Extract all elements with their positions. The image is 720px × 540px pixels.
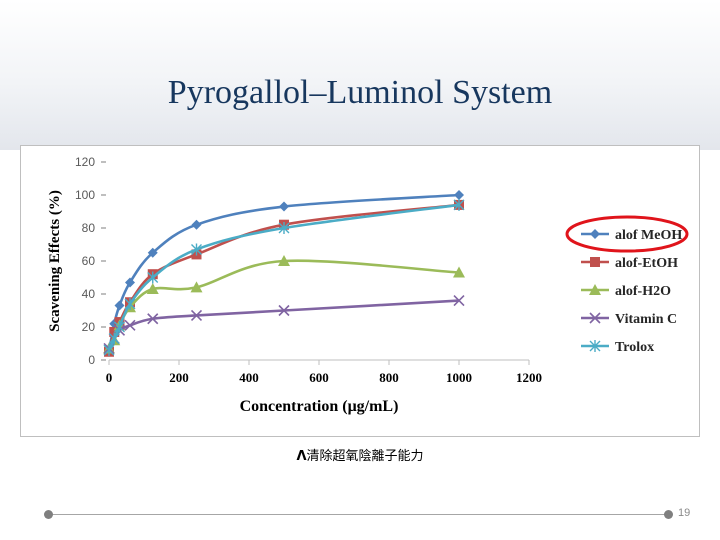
point-trolox [147, 271, 159, 284]
point-alof-meoh [454, 190, 464, 200]
point-alof-meoh [279, 201, 289, 212]
point-vitamin-c [453, 295, 465, 307]
point-alof-meoh [114, 300, 125, 311]
highlight-ellipse [565, 215, 689, 253]
x-tick-label: 400 [239, 370, 259, 385]
point-alof-meoh [191, 219, 202, 230]
series-line-alof-meoh [107, 193, 460, 352]
x-axis-title: Concentration (μg/mL) [240, 398, 399, 415]
y-tick-label: 60 [82, 254, 96, 268]
x-tick-label: 1200 [516, 370, 542, 385]
point-trolox [191, 243, 202, 256]
legend-label-alof-h2o: alof-H2O [615, 284, 671, 299]
legend-label-vitamin-c: Vitamin C [615, 312, 677, 327]
point-trolox [453, 198, 465, 211]
point-alof-h2o [146, 283, 159, 295]
title-background [0, 0, 720, 150]
legend-label-alof-etoh: alof-EtOH [615, 256, 678, 271]
point-trolox [278, 222, 290, 234]
x-tick-label: 1000 [446, 370, 472, 385]
point-alof-h2o [278, 255, 290, 266]
footer-left-dot [44, 510, 53, 519]
point-alof-h2o [453, 266, 465, 278]
point-vitamin-c [147, 313, 159, 325]
point-alof-meoh [125, 277, 135, 288]
point-trolox [103, 344, 115, 357]
page-number: 19 [678, 507, 691, 519]
y-tick-label: 80 [82, 221, 96, 235]
series-line-vitamin-c [107, 299, 460, 350]
x-tick-label: 600 [309, 370, 329, 385]
legend-label-alof-meoh: alof MeOH [615, 228, 682, 243]
legend-label-trolox: Trolox [615, 340, 654, 355]
x-tick-label: 0 [106, 370, 113, 385]
y-tick-label: 100 [75, 188, 95, 202]
legend-marker-alof-etoh [590, 257, 600, 267]
point-alof-h2o [190, 281, 203, 293]
point-vitamin-c [278, 304, 290, 317]
footer-right-dot [664, 510, 673, 519]
caption-text: 清除超氧陰離子能力 [306, 449, 424, 464]
chart-frame: 0 20 40 60 80 100 120 0 200 400 600 800 1000 1200 Conc… [20, 145, 700, 437]
x-tick-label: 800 [379, 370, 399, 385]
footer-divider [48, 514, 670, 515]
y-axis-title: Scavening Effects (%) [47, 190, 63, 332]
legend-marker-alof-meoh [590, 229, 600, 239]
point-alof-meoh [147, 247, 158, 258]
y-tick-label: 40 [82, 287, 96, 301]
chart-caption: ᐱ清除超氧陰離子能力 [0, 445, 720, 464]
y-tick-label: 0 [88, 353, 95, 367]
point-trolox [114, 321, 125, 333]
caption-marker-icon: ᐱ [296, 449, 307, 464]
point-trolox [108, 332, 120, 345]
legend-marker-alof-h2o [589, 284, 601, 295]
y-tick-label: 120 [75, 155, 95, 169]
point-alof-etoh [109, 326, 120, 337]
x-tick-label: 200 [169, 370, 189, 385]
y-tick-label: 20 [82, 320, 96, 334]
point-vitamin-c [190, 309, 203, 322]
legend-marker-trolox [589, 340, 601, 352]
point-vitamin-c [124, 319, 136, 331]
slide-title: Pyrogallol–Luminol System [167, 74, 553, 111]
legend-marker-vitamin-c [589, 312, 601, 324]
point-trolox [124, 297, 136, 310]
